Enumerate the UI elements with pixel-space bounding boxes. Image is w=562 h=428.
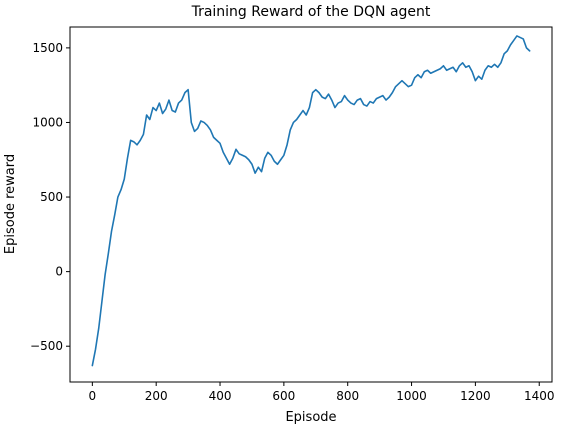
y-tick-label: −500 — [30, 339, 63, 353]
x-tick-label: 400 — [209, 389, 232, 403]
x-tick-label: 600 — [272, 389, 295, 403]
x-tick-label: 1200 — [460, 389, 491, 403]
x-tick-label: 1000 — [396, 389, 427, 403]
y-tick-label: 1000 — [32, 115, 63, 129]
y-axis-label: Episode reward — [3, 154, 18, 254]
y-tick-label: 1500 — [32, 41, 63, 55]
x-tick-label: 800 — [336, 389, 359, 403]
y-tick-label: 500 — [40, 190, 63, 204]
x-tick-label: 0 — [89, 389, 97, 403]
x-tick-label: 200 — [145, 389, 168, 403]
x-axis-label: Episode — [285, 410, 336, 425]
x-tick-label: 1400 — [524, 389, 555, 403]
chart-title: Training Reward of the DQN agent — [191, 4, 431, 20]
reward-series-line — [91, 35, 531, 367]
axis-ticks: 0 200 400 600 800 1000 1200 1400 −500 0 500 1000 150… — [30, 41, 554, 403]
y-tick-label: 0 — [55, 265, 63, 279]
plot-area-frame — [69, 26, 553, 383]
